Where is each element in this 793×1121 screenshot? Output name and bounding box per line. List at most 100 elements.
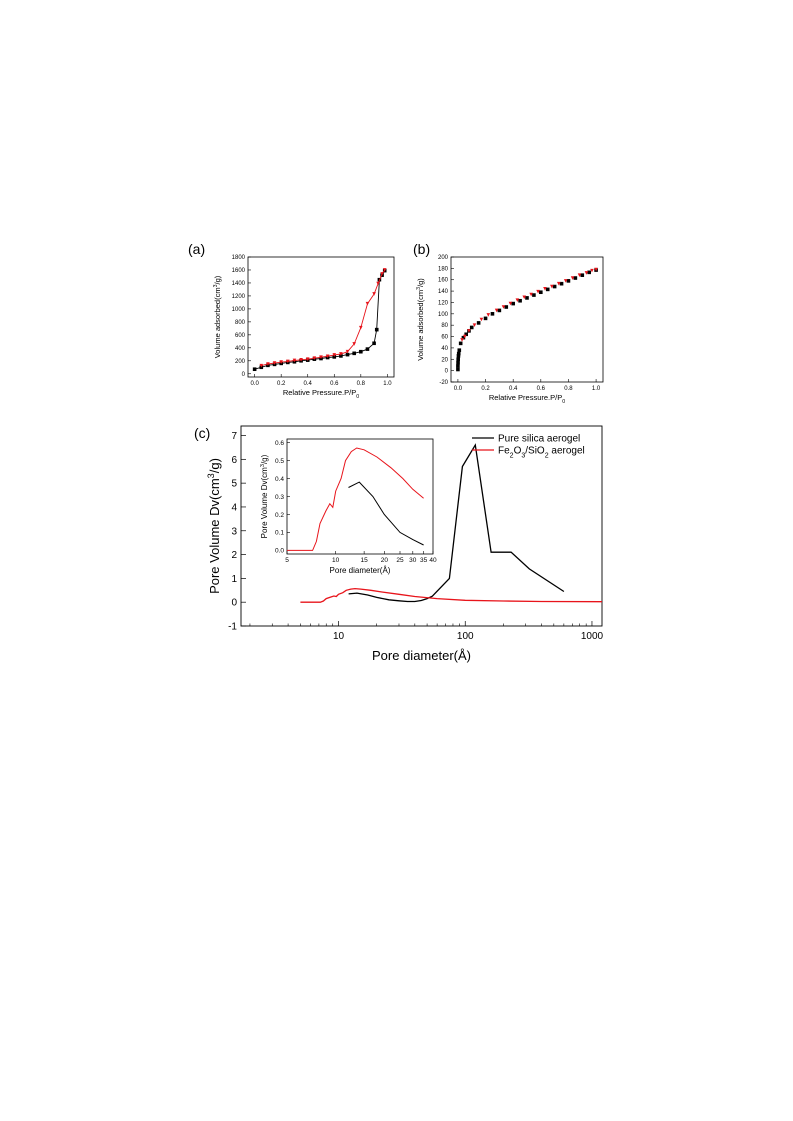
chart-a-frame — [247, 256, 395, 378]
chart-b-point — [559, 281, 564, 286]
chart-b-point — [467, 329, 471, 333]
chart-b-ylabel: Volume adsorbed(cm3/g) — [416, 278, 425, 361]
chart-b-point — [584, 271, 589, 275]
chart-b-point — [508, 301, 513, 306]
chart-a-point — [332, 353, 337, 357]
inset-xtick-label: 20 — [381, 557, 389, 564]
chart-b-xtick-label: 1.0 — [592, 386, 601, 392]
chart-a-point — [352, 351, 356, 356]
chart-a-point — [345, 352, 350, 357]
chart-b-xtick-label: 0.8 — [564, 386, 573, 392]
chart-b-point — [483, 316, 488, 321]
chart-b-point — [469, 325, 474, 330]
inset-xtick-label: 30 — [409, 557, 417, 564]
chart-c-ytick-label: 0 — [231, 598, 237, 609]
chart-c-xtick-label: 1000 — [581, 631, 604, 642]
inset-ytick-label: 0.6 — [275, 440, 284, 447]
chart-a-ytick-label: 200 — [235, 359, 246, 365]
chart-b-point — [456, 357, 460, 362]
chart-c-ytick-label: 5 — [231, 479, 237, 490]
inset-xtick-label: 25 — [396, 557, 404, 564]
chart-a-ytick-label: 1400 — [232, 281, 246, 287]
chart-b-ytick-label: 40 — [441, 346, 448, 352]
chart-a-xlabel: Relative Pressure.P/P0 — [283, 388, 359, 400]
chart-a-point — [292, 358, 297, 363]
chart-a-point — [380, 272, 384, 276]
panel-label-a: (a) — [188, 241, 206, 257]
chart-b-ytick-label: 120 — [438, 300, 449, 306]
inset-frame — [286, 438, 434, 555]
chart-b-ytick-label: -20 — [439, 380, 448, 386]
chart-b-point — [456, 351, 461, 356]
chart-b-point — [511, 301, 515, 306]
chart-b-point — [594, 267, 598, 272]
inset-ytick-label: 0.3 — [275, 494, 284, 501]
chart-c-ytick-label: 1 — [231, 574, 237, 585]
chart-a-xtick-label: 0.6 — [330, 381, 339, 387]
chart-c-xtick-label: 10 — [333, 631, 345, 642]
chart-a-point — [272, 361, 277, 365]
chart-b-point — [518, 298, 522, 303]
chart-b-point — [573, 276, 578, 280]
chart-a-xtick-label: 0.4 — [304, 381, 313, 387]
chart-b-point — [580, 273, 585, 277]
chart-b-point — [539, 290, 543, 295]
chart-b-point — [543, 287, 547, 291]
chart-a-point — [339, 352, 343, 356]
chart-b-point — [497, 308, 502, 313]
chart-c-ytick-label: 7 — [231, 431, 237, 442]
chart-b-point — [563, 279, 568, 283]
chart-a-point — [305, 357, 310, 361]
inset-ytick-label: 0.4 — [275, 476, 284, 483]
chart-c-xtick-label: 100 — [457, 631, 474, 642]
chart-b-point — [522, 295, 527, 300]
inset-ytick-label: 0.0 — [275, 548, 284, 555]
chart-b-ytick-label: 80 — [441, 323, 448, 329]
inset-xtick-label: 5 — [285, 557, 289, 564]
chart-a-ytick-label: 1800 — [232, 255, 246, 261]
chart-b-point — [529, 292, 533, 297]
inset-xtick-label: 35 — [420, 557, 428, 564]
chart-b-point — [587, 270, 591, 275]
inset-ylabel: Pore Volume Dv(cm3/g) — [260, 454, 269, 538]
chart-a-point — [286, 359, 290, 364]
chart-b-point — [552, 284, 557, 289]
inset-series-fe2o3-sio2 — [287, 447, 424, 551]
chart-b-point — [525, 296, 529, 300]
chart-b-point — [456, 364, 460, 368]
chart-a-point — [374, 327, 379, 332]
chart-c-ytick-label: 6 — [231, 455, 237, 466]
chart-b-point — [461, 335, 466, 340]
chart-a-point — [365, 301, 370, 306]
chart-b-xtick-label: 0.4 — [509, 386, 518, 392]
chart-b-xtick-label: 0.0 — [454, 386, 463, 392]
chart-b-xtick-label: 0.2 — [481, 386, 490, 392]
chart-c-series-pure-silica — [348, 443, 565, 603]
chart-b-point — [476, 321, 481, 325]
chart-b-xtick-label: 0.6 — [537, 386, 546, 392]
inset-xtick-label: 10 — [332, 557, 340, 564]
chart-b-point — [463, 334, 467, 339]
chart-b-point — [532, 293, 536, 297]
chart-a-point — [312, 356, 317, 360]
chart-b-point — [460, 338, 464, 342]
chart-a-point — [359, 325, 363, 330]
chart-a-point — [299, 358, 303, 362]
inset-xtick-label: 40 — [429, 557, 437, 564]
chart-a-point — [325, 354, 330, 359]
chart-b-point — [556, 281, 561, 286]
panel-label-c: (c) — [194, 425, 211, 441]
chart-a-ytick-label: 600 — [235, 333, 246, 339]
chart-a-xtick-label: 0.0 — [250, 381, 259, 387]
chart-b-point — [479, 317, 484, 322]
chart-a-series-line — [261, 269, 386, 367]
chart-c-ytick-label: 3 — [231, 526, 237, 537]
chart-c-series-fe2o3-sio2 — [300, 587, 603, 603]
chart-b-point — [545, 287, 550, 292]
chart-b-point — [486, 313, 491, 317]
chart-b-ytick-label: 100 — [438, 312, 449, 318]
chart-a-point — [365, 347, 370, 351]
panel-label-b: (b) — [413, 241, 431, 257]
chart-b-ytick-label: 60 — [441, 335, 448, 341]
chart-b-point — [577, 273, 582, 277]
